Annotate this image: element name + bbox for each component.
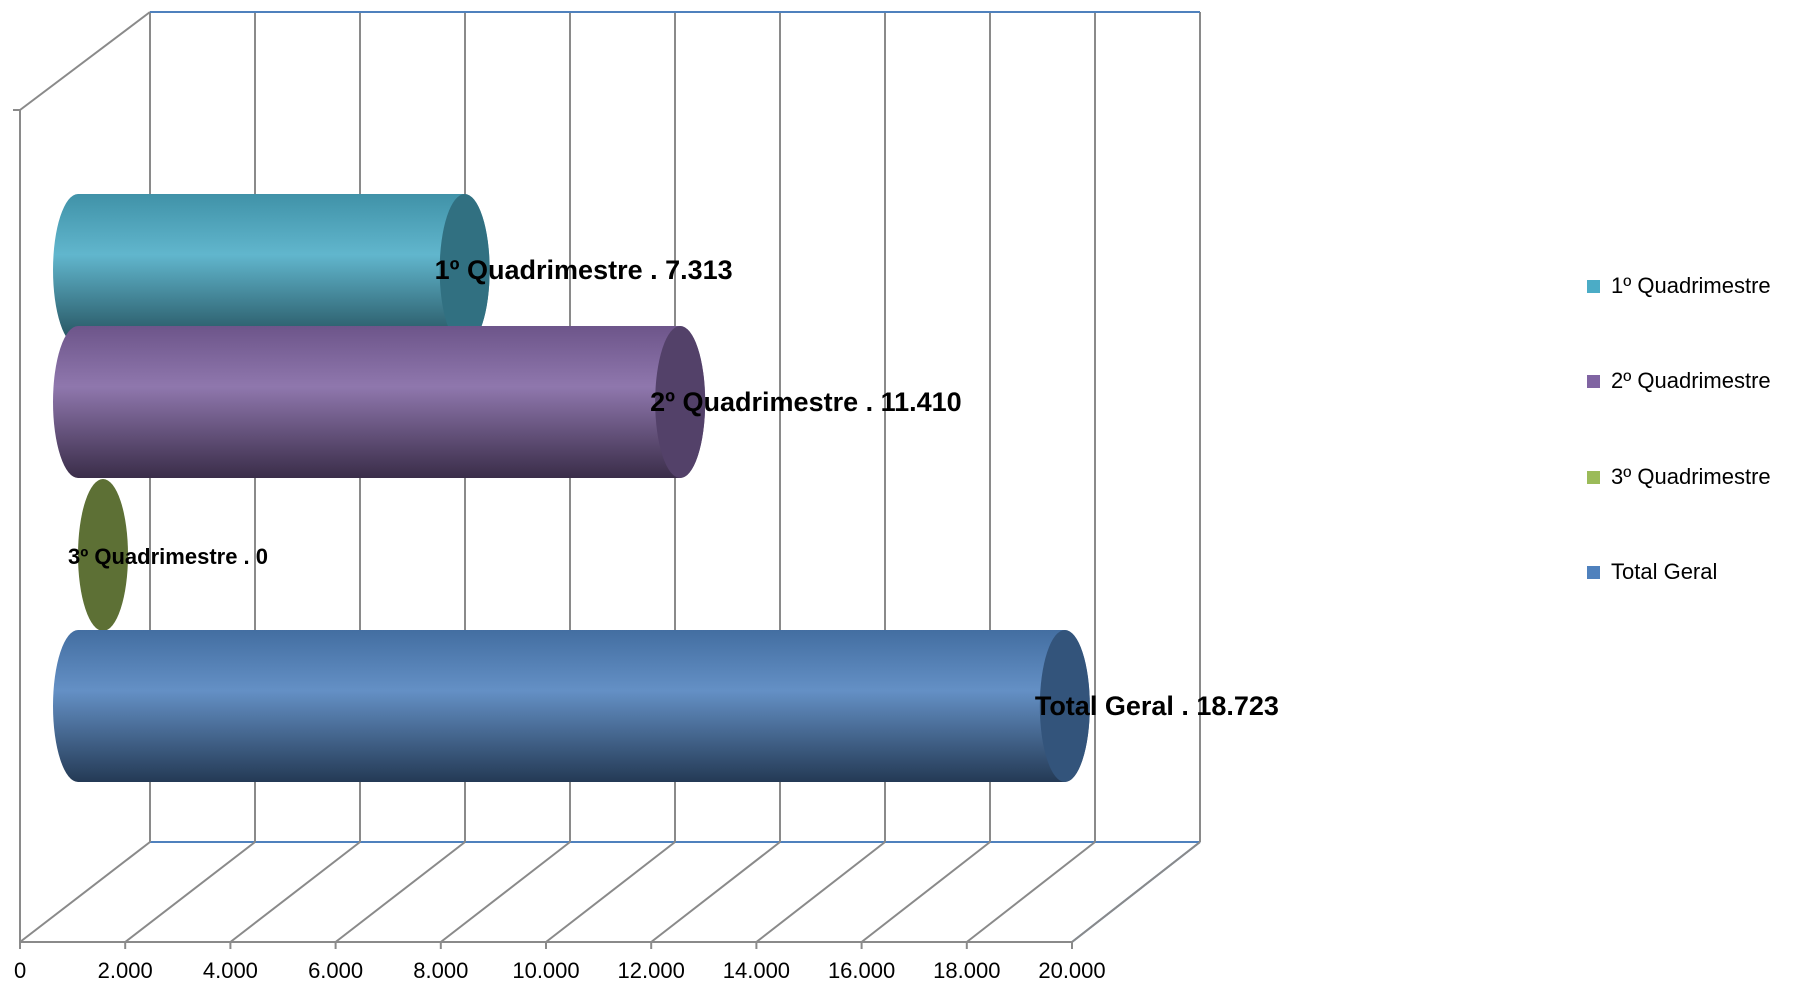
- x-tick-label: 16.000: [828, 958, 895, 983]
- side-wall-top-edge: [19, 11, 151, 111]
- legend-swatch: [1587, 566, 1600, 579]
- x-tick-label: 0: [14, 958, 26, 983]
- legend-swatch: [1587, 280, 1600, 293]
- data-label: 3º Quadrimestre . 0: [68, 544, 268, 569]
- legend-label: 3º Quadrimestre: [1611, 464, 1771, 489]
- gridline-floor-3: [334, 841, 466, 943]
- bar-cap: [439, 194, 490, 346]
- x-tick-label: 20.000: [1038, 958, 1105, 983]
- bar-cylinder: [53, 630, 1090, 782]
- x-tick-label: 10.000: [512, 958, 579, 983]
- bar-cylinder: [53, 194, 490, 346]
- chart-legend: 1º Quadrimestre 2º Quadrimestre 3º Quadrim…: [1587, 273, 1771, 584]
- x-tick-label: 4.000: [203, 958, 258, 983]
- x-tick-label: 2.000: [98, 958, 153, 983]
- legend-label: 2º Quadrimestre: [1611, 368, 1771, 393]
- x-tick-label: 8.000: [413, 958, 468, 983]
- gridline-floor-1: [124, 841, 256, 943]
- bar-cap: [1039, 630, 1090, 782]
- legend-swatch: [1587, 375, 1600, 388]
- data-label: 1º Quadrimestre . 7.313: [435, 255, 733, 285]
- bar-cap: [78, 479, 128, 631]
- chart-axis: 0 2.000 4.000 6.000 8.000 10.000 12.000 14.000 1…: [14, 942, 1106, 983]
- chart-bars: [53, 194, 1090, 782]
- bar-cylinder: [53, 326, 706, 478]
- gridline-floor-0: [19, 841, 151, 943]
- x-tick-label: 14.000: [723, 958, 790, 983]
- gridline-floor-4: [440, 841, 571, 943]
- gridline-floor-6: [650, 841, 781, 943]
- data-label: Total Geral . 18.723: [1035, 691, 1279, 721]
- gridline-floor-8: [860, 841, 991, 943]
- data-label: 2º Quadrimestre . 11.410: [650, 387, 962, 417]
- gridline-floor-10: [1071, 841, 1201, 943]
- gridline-floor-2: [229, 841, 361, 943]
- bar-cap: [655, 326, 706, 478]
- gridline-floor-5: [545, 841, 676, 943]
- x-tick-label: 18.000: [933, 958, 1000, 983]
- legend-label: Total Geral: [1611, 559, 1717, 584]
- x-tick-label: 6.000: [308, 958, 363, 983]
- legend-swatch: [1587, 471, 1600, 484]
- gridline-floor-9: [966, 841, 1096, 943]
- legend-label: 1º Quadrimestre: [1611, 273, 1771, 298]
- gridline-floor-7: [755, 841, 886, 943]
- x-tick-label: 12.000: [618, 958, 685, 983]
- chart-data-labels: 1º Quadrimestre . 7.313 2º Quadrimestre .…: [68, 255, 1279, 721]
